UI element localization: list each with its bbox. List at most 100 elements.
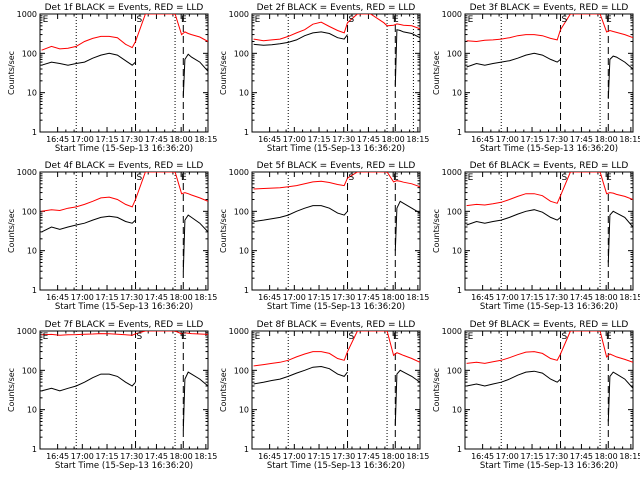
x-tick-label: 18:15 [406,452,429,461]
marker-label: S [562,332,568,342]
y-tick-label: 1000 [229,168,249,177]
y-tick-label: 1 [244,286,249,295]
panel-title: Det 4f BLACK = Events, RED = LLD [45,161,204,171]
panel-1: Det 1f BLACK = Events, RED = LLD 1 10 100 10… [7,3,217,154]
x-tick-label: 17:45 [145,452,168,461]
y-tick-label: 1 [244,128,249,137]
x-tick-label: 17:45 [145,135,168,144]
y-tick-label: 10 [239,89,249,98]
x-tick-label: 16:45 [46,293,69,302]
x-tick-label: 17:15 [521,293,544,302]
y-tick-label: 100 [447,49,462,58]
panel-6: Det 6f BLACK = Events, RED = LLD 1 10 100 10… [432,161,640,312]
panel-9: Det 9f BLACK = Events, RED = LLD 1 10 100 10… [432,320,640,471]
panel-title: Det 2f BLACK = Events, RED = LLD [257,3,416,13]
x-tick-label: 18:15 [194,135,217,144]
series-lld [41,331,208,336]
marker-label: S [349,173,355,183]
marker-label: E [255,332,261,342]
x-tick-label: 17:30 [332,293,355,302]
x-tick-label: 17:30 [120,135,143,144]
x-tick-label: 16:45 [471,452,494,461]
series-events [41,214,208,272]
marker-label: E [43,332,49,342]
x-tick-label: 17:45 [570,293,593,302]
x-axis-label: Start Time (15-Sep-13 16:36:20) [480,144,618,154]
x-tick-label: 18:00 [382,135,405,144]
data-layer [253,331,420,449]
x-tick-label: 17:15 [521,452,544,461]
marker-label: S [562,15,568,25]
x-tick-label: 18:15 [619,135,640,144]
y-axis-label: Counts/sec [7,368,16,412]
data-layer [253,172,420,290]
panel-2: Det 2f BLACK = Events, RED = LLD 1 10 100 10… [219,3,429,154]
x-tick-label: 17:00 [71,135,94,144]
series-lld [466,172,633,207]
x-tick-label: 18:00 [595,452,618,461]
y-tick-label: 1 [457,286,462,295]
series-events [466,52,633,99]
y-tick-label: 1000 [17,327,37,336]
x-axis-label: Start Time (15-Sep-13 16:36:20) [55,461,193,471]
series-lld [253,14,420,42]
y-tick-label: 100 [22,366,37,375]
x-axis-label: Start Time (15-Sep-13 16:36:20) [55,144,193,154]
x-tick-label: 17:30 [545,135,568,144]
panel-3: Det 3f BLACK = Events, RED = LLD 1 10 100 10… [432,3,640,154]
x-tick-label: 16:45 [258,452,281,461]
y-tick-label: 1000 [229,327,249,336]
series-events [253,200,420,251]
x-tick-label: 18:15 [619,293,640,302]
panel-7: Det 7f BLACK = Events, RED = LLD 1 10 100 10… [7,320,217,471]
y-tick-label: 1 [457,445,462,454]
y-tick-label: 10 [452,406,462,415]
x-axis-label: Start Time (15-Sep-13 16:36:20) [480,461,618,471]
x-tick-label: 18:15 [619,452,640,461]
marker-label: S [137,15,143,25]
y-tick-label: 1000 [229,10,249,19]
x-tick-label: 17:00 [496,135,519,144]
x-tick-label: 16:45 [471,293,494,302]
x-tick-label: 17:45 [570,135,593,144]
y-tick-label: 100 [234,49,249,58]
y-tick-label: 1 [457,128,462,137]
x-tick-label: 17:15 [96,135,119,144]
panel-title: Det 9f BLACK = Events, RED = LLD [470,320,629,330]
y-tick-label: 10 [452,89,462,98]
y-axis-label: Counts/sec [219,209,228,253]
x-tick-label: 17:15 [521,135,544,144]
x-tick-label: 16:45 [46,452,69,461]
marker-label: E [393,15,399,25]
x-tick-label: 17:00 [71,293,94,302]
y-tick-label: 100 [234,366,249,375]
y-tick-label: 10 [27,406,37,415]
y-tick-label: 100 [22,49,37,58]
x-tick-label: 17:00 [496,452,519,461]
panel-8: Det 8f BLACK = Events, RED = LLD 1 10 100 10… [219,320,429,471]
panel-title: Det 6f BLACK = Events, RED = LLD [470,161,629,171]
x-tick-label: 18:15 [406,293,429,302]
panel-4: Det 4f BLACK = Events, RED = LLD 1 10 100 10… [7,161,217,312]
marker-label: E [468,332,474,342]
x-tick-label: 17:30 [545,293,568,302]
x-axis-label: Start Time (15-Sep-13 16:36:20) [480,302,618,312]
x-tick-label: 17:15 [308,293,331,302]
x-tick-label: 17:15 [308,135,331,144]
y-axis-label: Counts/sec [432,368,441,412]
marker-label: S [349,332,355,342]
x-tick-label: 17:45 [145,293,168,302]
marker-label: E [606,332,612,342]
panel-title: Det 1f BLACK = Events, RED = LLD [45,3,204,13]
x-tick-label: 18:15 [406,135,429,144]
marker-label: S [349,15,355,25]
marker-label: E [255,15,261,25]
marker-label: E [393,173,399,183]
marker-label: E [43,15,49,25]
x-tick-label: 17:45 [570,452,593,461]
panel-5: Det 5f BLACK = Events, RED = LLD 1 10 100 10… [219,161,429,312]
x-tick-label: 17:45 [357,452,380,461]
series-lld [466,14,633,43]
x-tick-label: 18:15 [194,452,217,461]
